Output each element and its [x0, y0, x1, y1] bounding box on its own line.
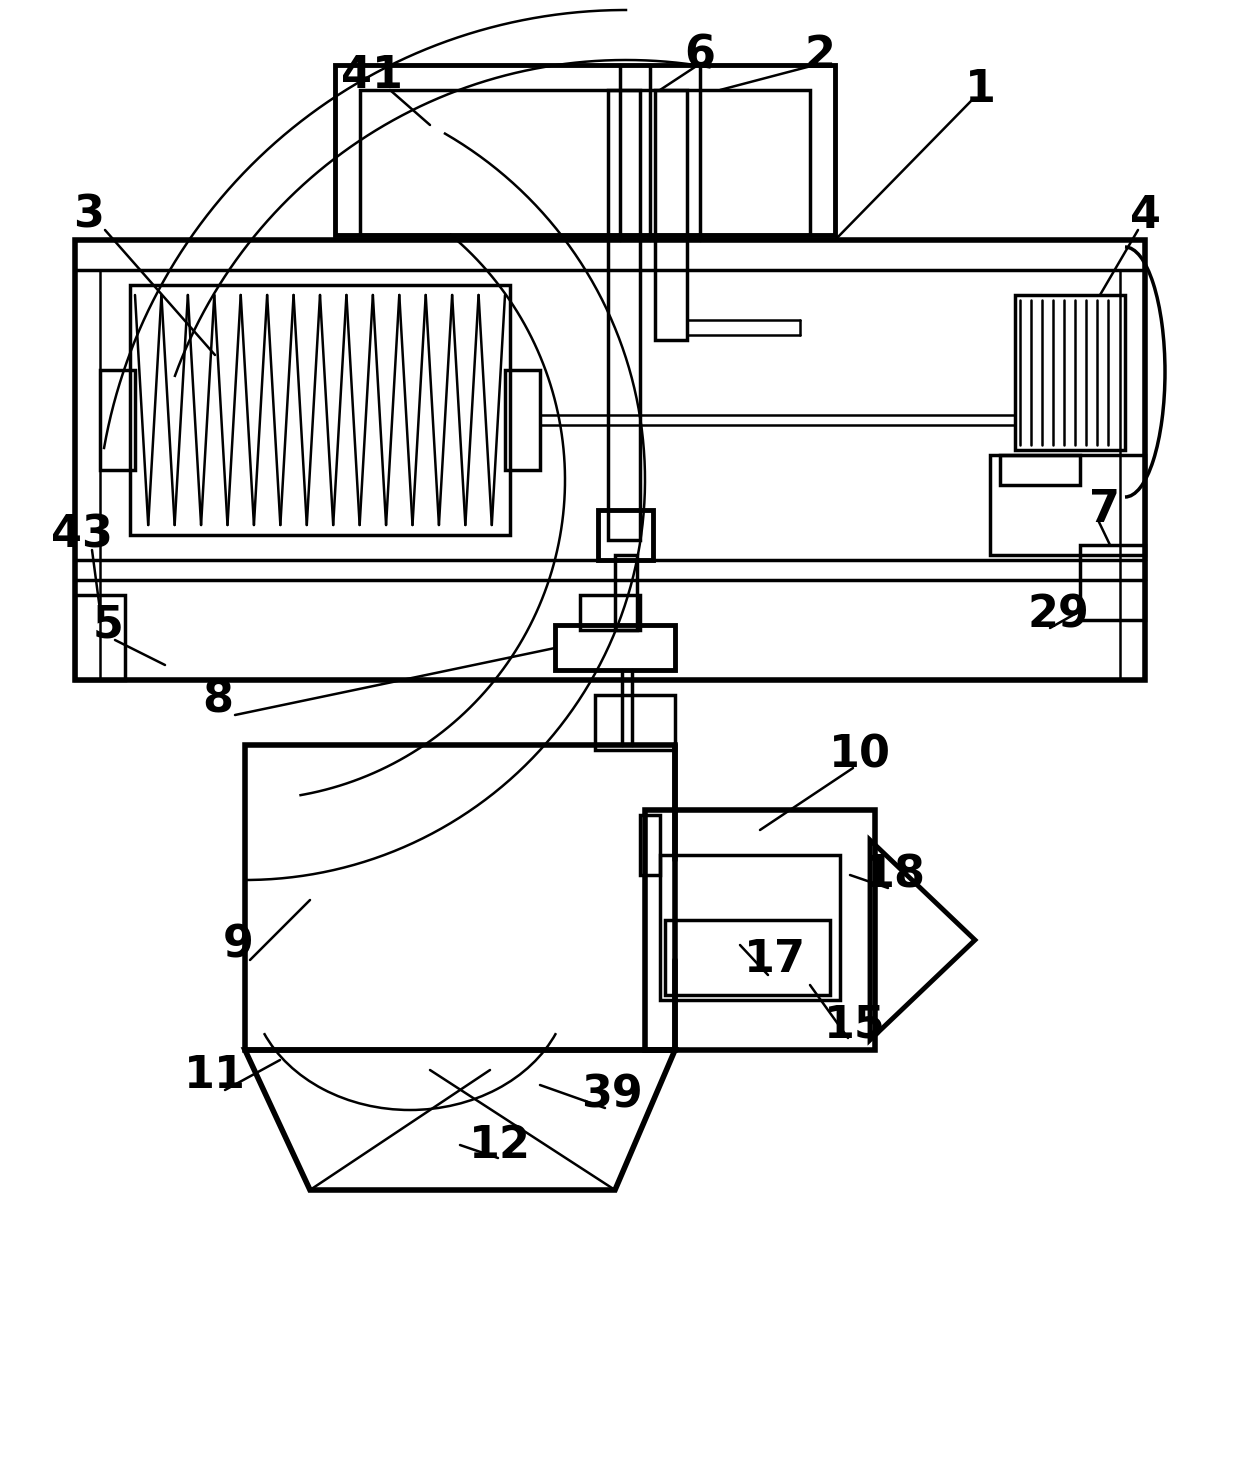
Bar [655, 90, 687, 340]
Bar [999, 455, 1080, 484]
Text: 7: 7 [1090, 489, 1121, 532]
Bar [615, 555, 637, 631]
Text: 10: 10 [830, 734, 892, 777]
Bar [595, 696, 675, 750]
Bar [335, 65, 835, 235]
Bar [580, 595, 640, 631]
Bar [598, 510, 653, 560]
Text: 11: 11 [184, 1053, 246, 1096]
Text: 9: 9 [222, 923, 253, 966]
Bar [665, 920, 830, 995]
Bar [1016, 295, 1125, 450]
Bar [640, 815, 660, 874]
Text: 39: 39 [582, 1074, 642, 1117]
Text: 2: 2 [805, 34, 836, 77]
Text: 5: 5 [93, 604, 124, 647]
Bar [100, 371, 135, 470]
Text: 43: 43 [51, 514, 113, 557]
Bar [246, 744, 675, 1050]
Bar [608, 90, 640, 541]
Text: 8: 8 [202, 678, 233, 721]
Bar [74, 595, 125, 679]
Bar [130, 285, 510, 535]
Bar [74, 239, 1145, 679]
Text: 3: 3 [73, 193, 103, 236]
Text: 1: 1 [965, 68, 996, 111]
Bar [1080, 545, 1145, 620]
Text: 29: 29 [1027, 594, 1089, 637]
Text: 41: 41 [341, 53, 403, 96]
Text: 15: 15 [825, 1003, 885, 1047]
Text: 6: 6 [684, 34, 715, 77]
Bar [360, 90, 810, 235]
Text: 12: 12 [469, 1124, 531, 1167]
Bar [645, 809, 875, 1050]
Bar [660, 855, 839, 1000]
Text: 18: 18 [864, 854, 926, 897]
Bar [505, 371, 539, 470]
Bar [556, 625, 675, 671]
Bar [990, 455, 1145, 555]
Text: 4: 4 [1130, 193, 1161, 236]
Text: 17: 17 [744, 938, 806, 982]
